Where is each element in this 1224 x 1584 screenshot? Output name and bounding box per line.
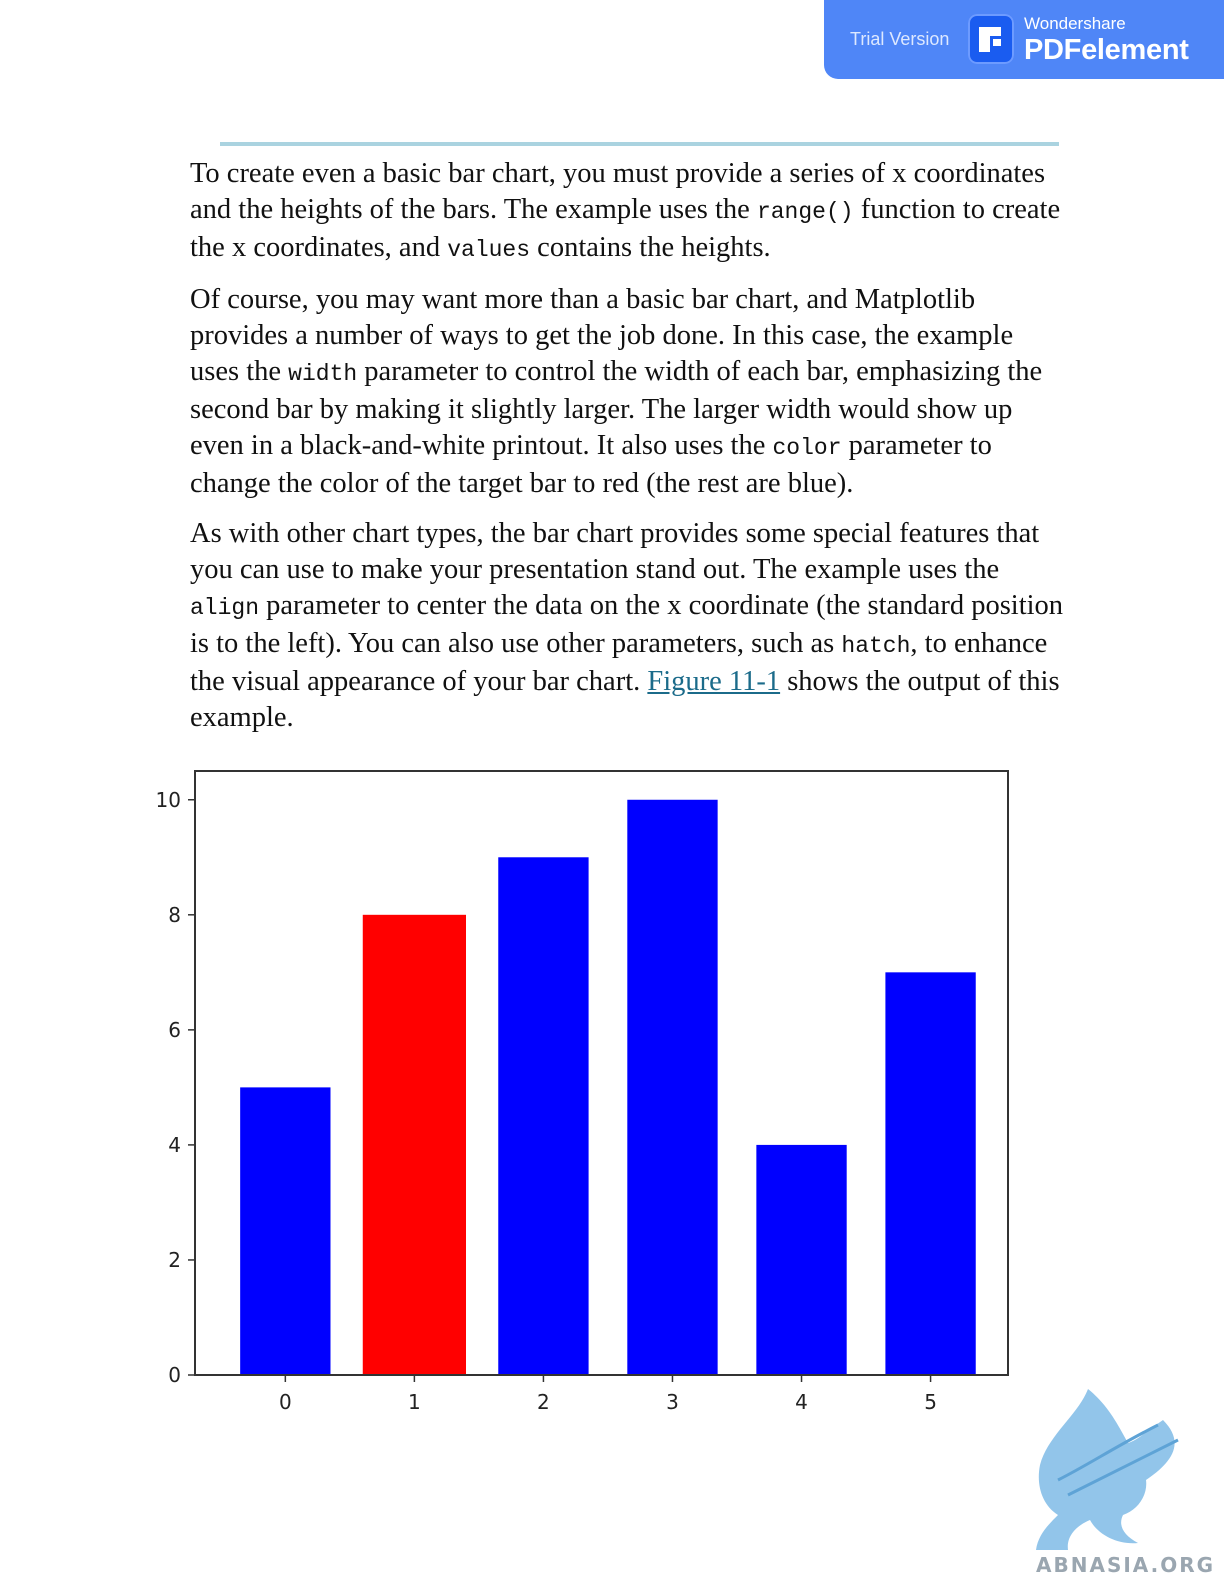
bar-4 bbox=[756, 1144, 847, 1375]
pdfelement-logo-icon bbox=[968, 14, 1014, 64]
p3-code-hatch: hatch bbox=[841, 633, 911, 659]
p2-text-1: Of course, you may want more than a basi… bbox=[190, 284, 1014, 387]
plot-frame bbox=[194, 770, 1009, 1376]
x-tick-label-3: 3 bbox=[666, 1390, 679, 1414]
trial-version-label: Trial Version bbox=[850, 29, 950, 49]
trial-banner: Trial Version Wondershare PDFelement bbox=[824, 0, 1224, 79]
p3-text-1: As with other chart types, the bar chart… bbox=[190, 518, 1040, 585]
griffin-watermark-icon bbox=[1036, 1389, 1179, 1550]
paragraph-2: Of course, you may want more than a basi… bbox=[190, 282, 1065, 502]
paragraph-1: To create even a basic bar chart, you mu… bbox=[190, 156, 1065, 268]
y-tick-label-10: 10 bbox=[156, 788, 181, 812]
p2-code-color: color bbox=[772, 435, 842, 461]
p1-text-2: function to create the x coordinates, an… bbox=[190, 194, 1061, 263]
brand-name: Wondershare PDFelement bbox=[1024, 14, 1189, 66]
y-tick-label-8: 8 bbox=[168, 903, 181, 927]
paragraph-3: As with other chart types, the bar chart… bbox=[190, 516, 1065, 736]
bar-5 bbox=[885, 972, 976, 1375]
brand-small: Wondershare bbox=[1024, 14, 1126, 33]
bars-group bbox=[240, 799, 976, 1375]
bar-3 bbox=[627, 799, 718, 1375]
x-tick-label-4: 4 bbox=[795, 1390, 808, 1414]
y-axis: 0 2 4 6 8 10 bbox=[156, 788, 195, 1387]
p2-code-width: width bbox=[288, 361, 358, 387]
top-rule bbox=[220, 142, 1059, 146]
bar-2 bbox=[498, 857, 589, 1375]
p3-text-4: shows the output of this example. bbox=[190, 666, 1060, 733]
x-tick-label-1: 1 bbox=[408, 1390, 421, 1414]
p2-text-2: parameter to control the width of each b… bbox=[190, 356, 1043, 461]
p3-code-align: align bbox=[190, 595, 260, 621]
brand-big: PDFelement bbox=[1024, 34, 1189, 66]
p2-text-3: parameter to change the color of the tar… bbox=[190, 430, 992, 499]
bar-1 bbox=[362, 914, 466, 1375]
p3-text-3: , to enhance the visual appearance of yo… bbox=[190, 628, 1048, 697]
bar-chart: 0 2 4 6 8 10 0 1 2 3 4 5 bbox=[156, 770, 1009, 1414]
y-tick-label-2: 2 bbox=[168, 1248, 181, 1272]
p1-text-3: contains the heights. bbox=[530, 232, 771, 263]
p1-code-range: range() bbox=[756, 199, 854, 225]
y-tick-label-4: 4 bbox=[168, 1133, 181, 1157]
y-tick-label-6: 6 bbox=[168, 1018, 181, 1042]
p1-code-values: values bbox=[447, 237, 531, 263]
y-tick-label-0: 0 bbox=[168, 1363, 181, 1387]
x-tick-label-2: 2 bbox=[537, 1390, 550, 1414]
body-text: To create even a basic bar chart, you mu… bbox=[190, 156, 1065, 750]
x-tick-label-0: 0 bbox=[279, 1390, 292, 1414]
x-tick-label-5: 5 bbox=[924, 1390, 937, 1414]
bar-0 bbox=[240, 1087, 331, 1375]
figure-link[interactable]: Figure 11-1 bbox=[647, 666, 781, 697]
watermark-text: ABNASIA.ORG bbox=[1036, 1553, 1216, 1577]
p3-text-2: parameter to center the data on the x co… bbox=[190, 590, 1064, 659]
p1-text-1: To create even a basic bar chart, you mu… bbox=[190, 158, 1046, 225]
x-axis: 0 1 2 3 4 5 bbox=[279, 1375, 937, 1414]
